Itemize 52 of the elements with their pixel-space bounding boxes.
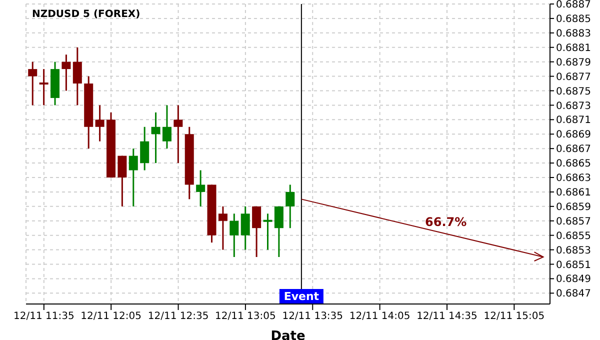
candlestick: [286, 184, 295, 229]
y-tick-label: 0.6877: [556, 72, 591, 83]
y-tick-label: 0.6863: [556, 173, 591, 184]
x-tick-label: 12/11 14:35: [416, 311, 478, 322]
x-tick-label: 12/11 11:35: [14, 311, 74, 322]
candlestick: [240, 206, 250, 251]
candlestick: [274, 206, 284, 258]
y-tick-label: 0.6887: [556, 0, 591, 11]
candlestick: [72, 46, 82, 106]
candlestick: [140, 126, 150, 172]
candlestick: [128, 148, 138, 208]
candlestick: [28, 61, 38, 106]
y-tick-label: 0.6857: [556, 216, 591, 228]
candlestick: [118, 155, 127, 208]
y-tick-label: 0.6855: [556, 230, 591, 242]
y-tick-label: 0.6849: [556, 274, 591, 286]
y-tick-label: 0.6875: [556, 86, 591, 98]
y-tick-label: 0.6885: [556, 14, 591, 26]
x-tick-label: 12/11 14:05: [349, 311, 410, 322]
y-tick-label: 0.6861: [556, 188, 591, 198]
candlestick: [218, 206, 228, 251]
candlestick: [174, 104, 183, 164]
y-tick-label: 0.6881: [556, 42, 591, 54]
annotation: 66.7%: [425, 215, 467, 229]
ref-line-label: Event: [284, 290, 320, 303]
x-tick-label: 12/11 13:05: [215, 311, 276, 322]
y-tick-label: 0.6847: [556, 288, 591, 300]
x-axis-title: Date: [270, 329, 306, 340]
x-tick-label: 12/11 15:05: [484, 311, 545, 322]
y-tick-label: 0.6859: [556, 202, 591, 213]
x-tick-label: 12/11 13:35: [282, 311, 344, 322]
y-tick-label: 0.6873: [556, 100, 591, 112]
y-tick-label: 0.6851: [556, 260, 591, 271]
y-tick-label: 0.6869: [556, 130, 591, 141]
candlestick: [162, 104, 172, 150]
candlestick: [95, 104, 104, 142]
y-tick-label: 0.6871: [556, 115, 591, 126]
x-tick-label: 12/11 12:35: [148, 311, 209, 322]
candlestick: [39, 68, 48, 106]
y-tick-label: 0.6865: [556, 158, 591, 170]
candlestick: [263, 212, 272, 251]
y-tick-label: 0.6883: [556, 28, 591, 40]
y-tick-label: 0.6853: [556, 245, 591, 256]
y-tick-label: 0.6879: [556, 57, 591, 68]
x-tick-label: 12/11 12:05: [80, 311, 142, 322]
candlestick: [151, 112, 160, 164]
candlestick: [62, 54, 71, 92]
candlestick: [230, 212, 239, 258]
text: NZDUSD 5 (FOREX): [32, 9, 140, 20]
candlestick: [252, 206, 262, 258]
y-tick-label: 0.6867: [556, 144, 591, 156]
candlestick: [196, 170, 206, 208]
